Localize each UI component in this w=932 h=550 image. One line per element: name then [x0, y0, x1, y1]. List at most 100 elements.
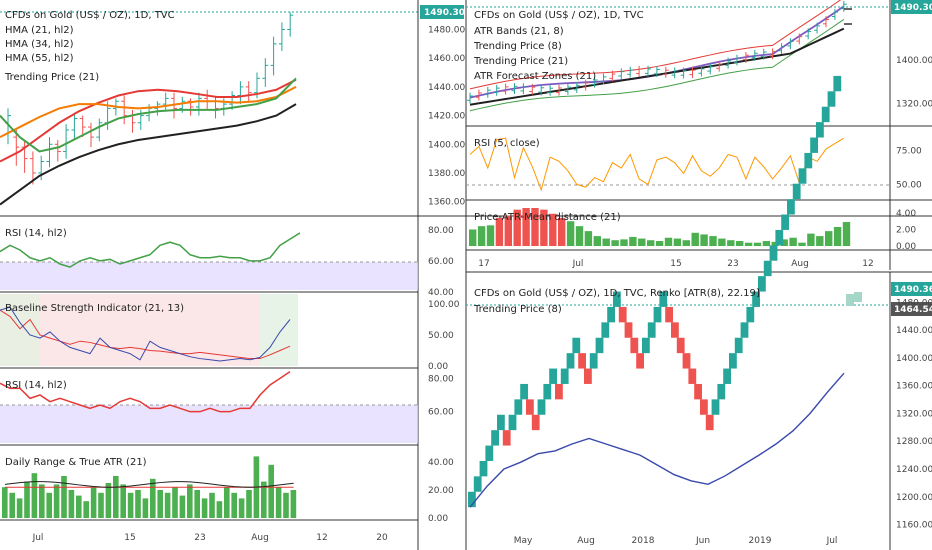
renko-price-tick: 1400.00	[896, 354, 932, 364]
atr-bar	[246, 490, 252, 518]
renko-x-tick: Jun	[695, 536, 710, 546]
renko-brick	[479, 460, 488, 477]
dist-bar	[602, 238, 610, 246]
left-x-tick: Jul	[32, 533, 44, 543]
bsi-green-zone-2	[0, 294, 40, 366]
dist-bar	[736, 241, 744, 246]
left-rsi2-panel	[0, 371, 418, 446]
renko-price-tick: 1320.00	[896, 409, 932, 419]
atr-bar	[16, 498, 23, 518]
dist-bar	[495, 217, 504, 246]
series-line-2	[0, 77, 297, 153]
renko-price-badge-text: 1490.36	[894, 285, 932, 295]
atr-bar	[194, 490, 200, 518]
renko-brick	[508, 414, 517, 431]
right-legend-trending8: Trending Price (8)	[473, 41, 562, 52]
left-atr-tick: 40.00	[428, 458, 454, 468]
renko-brick	[502, 430, 511, 446]
renko-brick	[497, 414, 505, 431]
right-x-tick: 23	[727, 259, 738, 269]
renko-brick	[589, 353, 598, 369]
dist-bar	[504, 215, 512, 246]
atr-bar	[150, 478, 156, 518]
dist-bar	[744, 242, 753, 246]
renko-brick	[572, 337, 581, 354]
dist-bar	[718, 238, 726, 246]
left-legend-hma34: HMA (34, hl2)	[5, 39, 74, 50]
dist-bar	[513, 209, 521, 246]
left-bsi-label: Baseline Strength Indicator (21, 13)	[5, 303, 184, 314]
left-price-tick: 1380.00	[428, 169, 465, 179]
atr-bar	[135, 490, 141, 518]
renko-panel	[466, 75, 891, 550]
dist-bar	[825, 231, 833, 246]
atr-bar	[216, 501, 223, 518]
atr-bar	[127, 492, 134, 518]
dist-bar	[584, 231, 593, 246]
atr-bar	[172, 487, 178, 518]
right-x-tick: Aug	[791, 259, 809, 269]
renko-brick	[705, 414, 714, 431]
renko-price-tick: 1200.00	[896, 493, 932, 503]
left-price-badge-text: 1490.30	[424, 8, 465, 18]
atr-bar	[113, 476, 119, 518]
renko-brick	[804, 152, 813, 169]
renko-brick	[584, 368, 592, 384]
atr-bar	[83, 501, 89, 518]
atr-bar	[290, 490, 297, 518]
renko-trending-line	[469, 372, 845, 508]
left-price-tick: 1440.00	[428, 83, 465, 93]
atr-bar	[9, 492, 15, 518]
dist-bar	[771, 241, 779, 246]
renko-x-tick: May	[514, 536, 533, 546]
right-dist-tick: 0.00	[896, 242, 916, 252]
renko-brick	[618, 306, 627, 323]
dist-bar	[566, 221, 575, 246]
renko-projected-brick	[846, 294, 854, 306]
right-legend-trending21: Trending Price (21)	[473, 56, 568, 67]
renko-brick	[560, 368, 569, 384]
atr-bar	[68, 490, 75, 518]
dist-bar	[477, 226, 486, 246]
left-atr-label: Daily Range & True ATR (21)	[5, 457, 147, 468]
atr-bar	[90, 487, 97, 518]
right-x-tick: 12	[862, 259, 873, 269]
renko-brick	[642, 337, 650, 354]
right-dist-tick: 2.00	[896, 225, 916, 235]
renko-price-badge-2-text: 1464.54	[894, 305, 932, 315]
renko-price-tick: 1160.00	[896, 521, 932, 531]
renko-brick	[792, 183, 801, 200]
renko-brick	[821, 106, 830, 123]
renko-brick	[578, 353, 586, 369]
rsi2-line	[0, 371, 291, 413]
atr-bar	[120, 484, 126, 518]
renko-brick	[752, 291, 760, 307]
renko-brick	[630, 337, 639, 354]
atr-bar	[24, 481, 30, 518]
left-x-tick: 15	[124, 533, 135, 543]
renko-brick	[613, 291, 621, 307]
renko-brick	[816, 122, 824, 138]
dist-bar	[486, 225, 495, 246]
dist-bar	[709, 236, 717, 246]
renko-brick	[543, 383, 552, 400]
left-price-tick: 1360.00	[428, 198, 465, 208]
right-distance-panel	[466, 208, 932, 273]
left-atr-panel	[0, 456, 418, 521]
renko-brick	[688, 368, 697, 384]
renko-brick	[549, 368, 557, 384]
dist-bar	[469, 229, 477, 246]
dist-bar	[753, 242, 762, 246]
left-rsi2-label: RSI (14, hl2)	[5, 380, 67, 391]
atr-bar	[142, 498, 149, 518]
right-x-tick: 17	[478, 259, 489, 269]
dist-bar	[531, 208, 539, 246]
bsi-green-zone	[260, 294, 298, 366]
renko-brick	[740, 322, 749, 338]
right-price-badge	[891, 0, 932, 14]
right-rsi-panel	[466, 137, 932, 201]
atr-true-line	[4, 481, 294, 488]
right-rsi-line	[469, 137, 845, 192]
bsi-line-blue	[0, 306, 291, 362]
dist-bar	[727, 240, 735, 246]
